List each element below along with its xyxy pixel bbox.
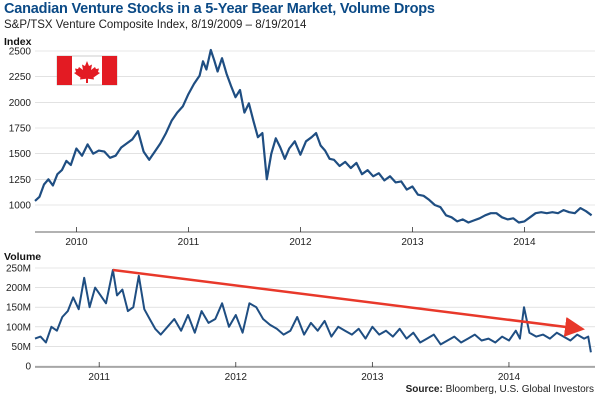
volume-y-axis-title: Volume — [4, 251, 41, 263]
index-y-tick-label: 1500 — [9, 149, 32, 160]
index-y-tick-label: 2500 — [9, 47, 32, 58]
canada-flag-icon — [56, 55, 118, 86]
volume-x-tick-label: 2013 — [361, 372, 384, 383]
index-series-line — [34, 48, 593, 224]
index-y-axis-title: Index — [4, 36, 32, 48]
volume-y-tick-label: 150M — [6, 303, 31, 314]
volume-gridlines — [35, 267, 595, 367]
source-text: Bloomberg, U.S. Global Investors — [445, 384, 594, 395]
trend-arrow — [112, 268, 585, 337]
index-gridlines — [35, 50, 595, 206]
index-y-tick-label: 1250 — [9, 175, 32, 186]
volume-y-ticks: 0 50M 100M 150M 200M 250M — [6, 264, 31, 373]
source-note: Source: Bloomberg, U.S. Global Investors — [406, 384, 594, 395]
volume-y-tick-label: 50M — [12, 342, 31, 353]
volume-y-tick-label: 0 — [25, 362, 31, 373]
index-y-ticks: 1000 1250 1500 1750 2000 2250 2500 — [9, 47, 32, 212]
volume-y-tick-label: 200M — [6, 283, 31, 294]
index-x-tick-label: 2010 — [65, 237, 88, 248]
index-x-tick-label: 2014 — [513, 237, 536, 248]
volume-x-ticks: 2011 2012 2013 2014 — [88, 362, 521, 383]
volume-y-tick-label: 250M — [6, 264, 31, 275]
index-y-tick-label: 1750 — [9, 124, 32, 135]
volume-x-tick-label: 2012 — [225, 372, 248, 383]
index-y-tick-label: 2000 — [9, 98, 32, 109]
index-x-tick-label: 2012 — [289, 237, 312, 248]
volume-x-tick-label: 2014 — [498, 372, 521, 383]
index-y-tick-label: 1000 — [9, 201, 32, 212]
volume-y-tick-label: 100M — [6, 322, 31, 333]
volume-x-tick-label: 2011 — [88, 372, 110, 383]
chart-title: Canadian Venture Stocks in a 5-Year Bear… — [4, 1, 435, 17]
index-x-ticks: 2010 2011 2012 2013 2014 — [65, 227, 536, 248]
index-x-tick-label: 2011 — [178, 237, 200, 248]
index-y-tick-label: 2250 — [9, 72, 32, 83]
index-x-tick-label: 2013 — [401, 237, 424, 248]
chart-subtitle: S&P/TSX Venture Composite Index, 8/19/20… — [4, 19, 307, 31]
volume-panel: 0 50M 100M 150M 200M 250M 2011 2012 2013 2014 Vo… — [4, 251, 595, 383]
volume-series-line — [34, 269, 592, 353]
source-label: Source: — [405, 384, 443, 395]
